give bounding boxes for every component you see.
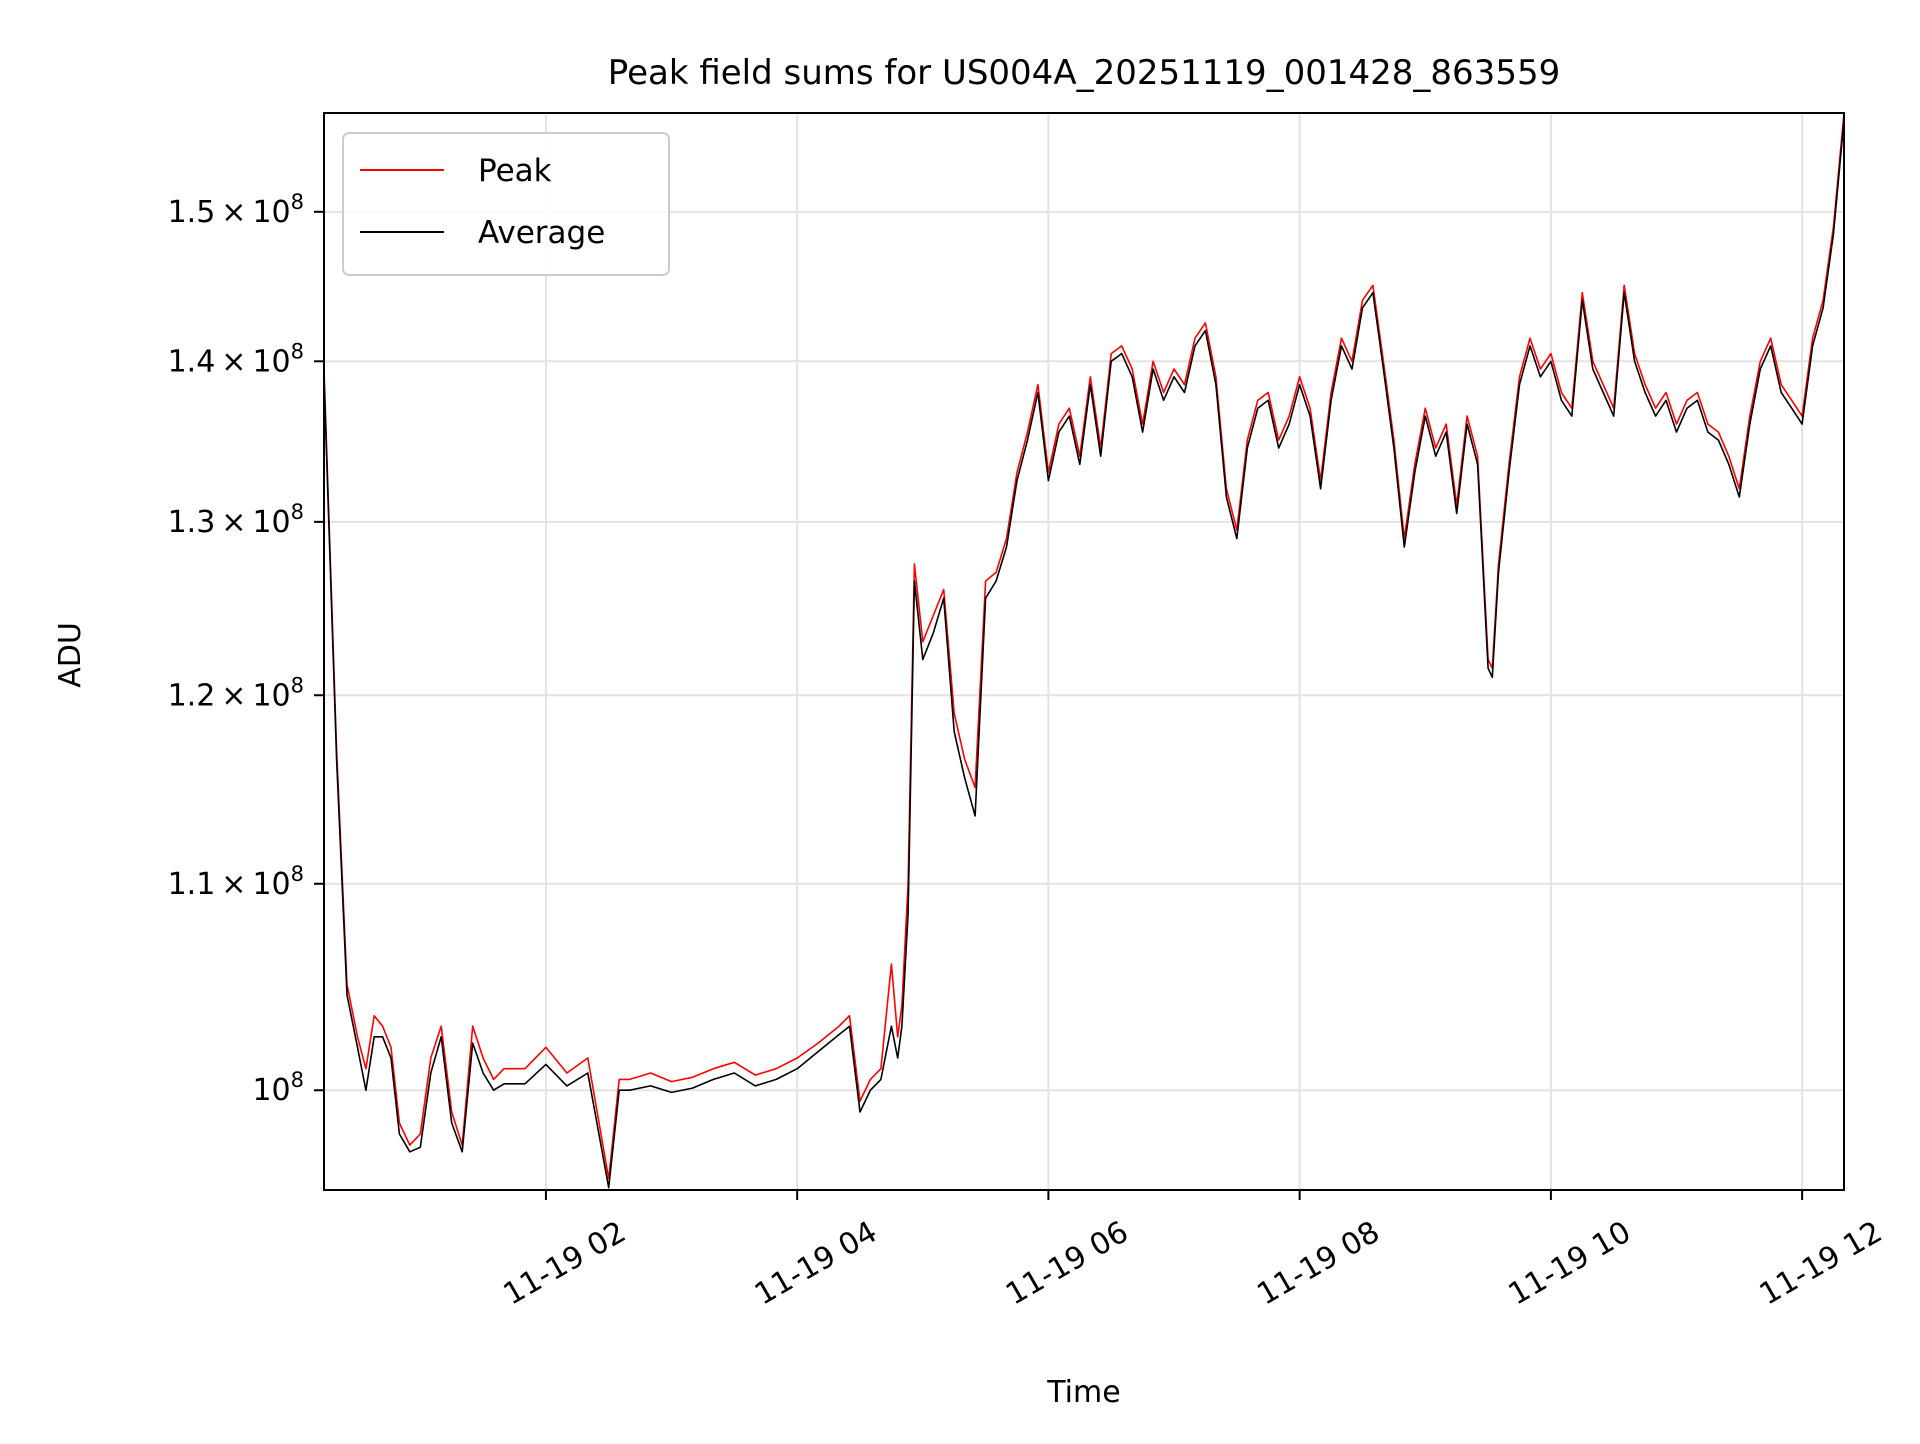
y-tick-times: ×	[215, 344, 252, 379]
legend-label-peak: Peak	[478, 153, 552, 189]
y-tick-mantissa: 1.3	[168, 505, 216, 540]
y-tick-base: 10	[252, 195, 290, 230]
y-tick-exponent: 8	[291, 500, 304, 524]
series-line-average	[324, 119, 1844, 1189]
legend-box	[342, 132, 670, 276]
y-tick-base: 10	[252, 867, 290, 902]
y-tick-times: ×	[215, 195, 252, 230]
y-tick-exponent: 8	[291, 190, 304, 214]
legend: Peak Average	[342, 132, 670, 276]
series-line-peak	[324, 113, 1844, 1180]
y-tick-label: 1.5 × 108	[168, 190, 304, 230]
y-tick-base: 10	[252, 505, 290, 540]
y-tick-mantissa: 1.2	[168, 678, 216, 713]
legend-label-average: Average	[478, 215, 605, 251]
y-tick-exponent: 8	[291, 862, 304, 886]
grid	[324, 113, 1844, 1190]
y-tick-base: 10	[252, 1073, 290, 1108]
y-tick-times: ×	[215, 678, 252, 713]
y-tick-exponent: 8	[291, 1068, 304, 1092]
series-layer	[324, 113, 1844, 1189]
y-axis-label: ADU	[53, 622, 88, 688]
y-tick-times: ×	[215, 867, 252, 902]
y-tick-label: 1.4 × 108	[168, 339, 304, 379]
plot-frame	[323, 112, 1845, 1191]
y-tick-mantissa: 1.1	[168, 867, 216, 902]
y-tick-label: 1.3 × 108	[168, 500, 304, 540]
y-tick-times: ×	[215, 505, 252, 540]
y-tick-base: 10	[252, 678, 290, 713]
y-tick-mantissa: 1.5	[168, 195, 216, 230]
x-axis-label: Time	[1046, 1375, 1120, 1410]
y-tick-exponent: 8	[291, 673, 304, 697]
y-tick-mantissa: 1.4	[168, 344, 216, 379]
y-tick-label: 1.1 × 108	[168, 862, 304, 902]
y-tick-label: 1.2 × 108	[168, 673, 304, 713]
y-tick-base: 10	[252, 344, 290, 379]
y-tick-label: 108	[252, 1068, 304, 1108]
y-tick-exponent: 8	[291, 339, 304, 363]
chart-title: Peak field sums for US004A_20251119_0014…	[608, 53, 1560, 93]
